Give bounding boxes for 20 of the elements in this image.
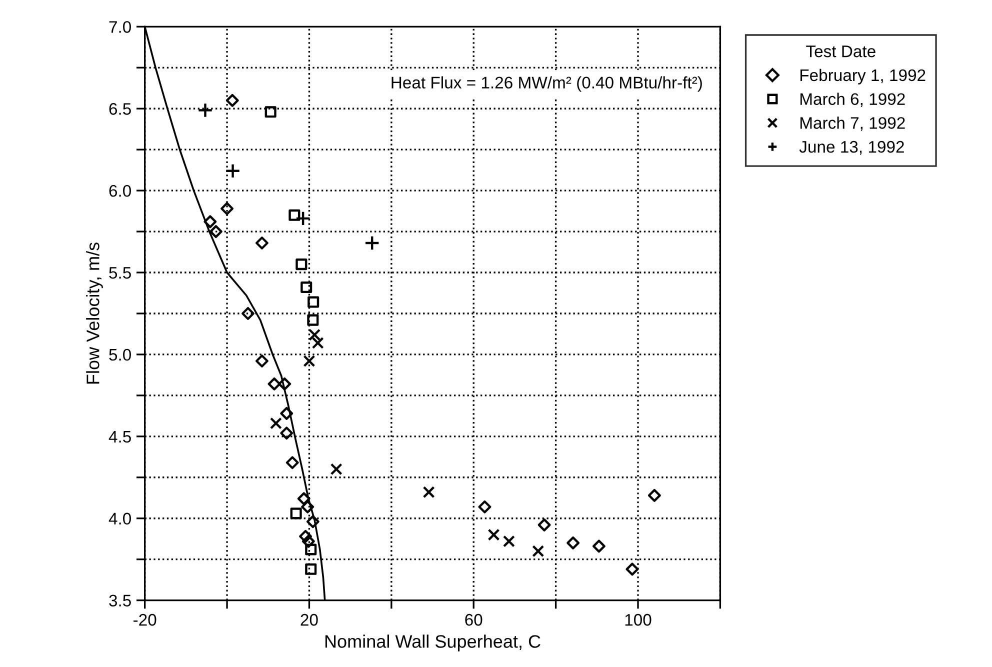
x-tick-label: 20	[300, 614, 318, 626]
y-tick-label: 5.5	[109, 267, 131, 279]
y-tick-label: 4.0	[108, 512, 131, 525]
y-tick-label: 5.0	[109, 348, 131, 361]
legend-label: March 6, 1992	[800, 92, 905, 107]
annotation: Heat Flux = 1.26 MW/m² (0.40 MBtu/hr-ft²)	[392, 76, 702, 92]
y-tick-label: 7.0	[109, 21, 131, 33]
x-tick-label: 60	[465, 614, 482, 626]
legend-title: Test Date	[806, 46, 876, 58]
y-tick-label: 6.0	[109, 184, 131, 197]
x-tick-label: 100	[625, 614, 652, 626]
x-tick-label: -20	[134, 614, 156, 626]
legend-label: March 7, 1992	[800, 116, 905, 131]
y-tick-label: 3.5	[109, 594, 131, 607]
y-tick-label: 6.5	[109, 103, 131, 115]
y-tick-label: 4.5	[108, 430, 131, 443]
legend-label: June 13, 1992	[799, 140, 904, 155]
legend-label: February 1, 1992	[800, 68, 926, 84]
x-axis-title: Nominal Wall Superheat, C	[325, 634, 540, 652]
y-axis-title: Flow Velocity, m/s	[86, 242, 103, 384]
